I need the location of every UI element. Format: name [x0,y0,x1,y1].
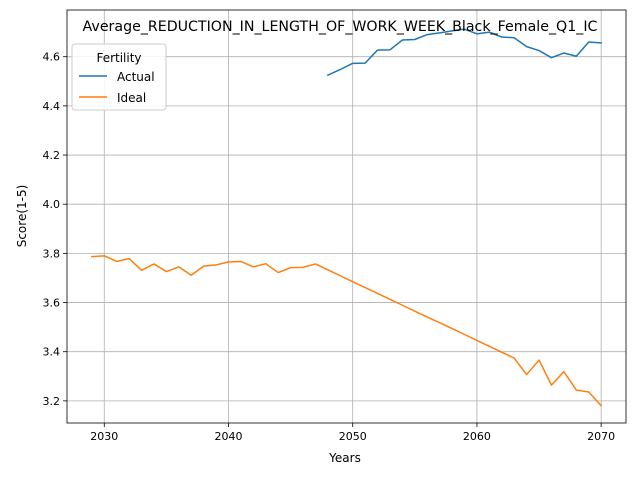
series-lines [91,28,603,407]
series-line-ideal [91,255,603,407]
x-tick-label: 2060 [463,430,491,443]
x-tick-label: 2070 [587,430,615,443]
x-tick-label: 2040 [214,430,242,443]
series-line-actual [326,28,602,77]
plot-frame [66,9,627,424]
x-tick-label: 2050 [339,430,367,443]
legend-frame [71,43,167,111]
legend-label-ideal: Ideal [117,91,146,105]
legend-title: Fertility [96,51,141,65]
tick-marks-and-labels: 2030 2040 2050 2060 2070 3.2 3.4 3.6 3.8 4.0 4.2 4.… [43,51,616,443]
y-tick-label: 3.6 [43,297,61,310]
y-tick-label: 4.0 [43,198,61,211]
y-tick-label: 4.4 [43,100,61,113]
y-tick-label: 3.2 [43,395,61,408]
y-tick-label: 3.4 [43,346,61,359]
x-axis-label: Years [328,451,361,465]
y-tick-label: 4.6 [43,51,61,64]
y-tick-label: 3.8 [43,247,61,260]
x-tick-label: 2030 [90,430,118,443]
chart-title: Average_REDUCTION_IN_LENGTH_OF_WORK_WEEK… [83,19,598,35]
y-axis-label: Score(1-5) [15,185,29,248]
y-tick-label: 4.2 [43,149,61,162]
legend: Fertility Actual Ideal [71,43,167,111]
gridlines [67,10,626,423]
legend-label-actual: Actual [117,70,155,84]
axes [66,9,627,424]
